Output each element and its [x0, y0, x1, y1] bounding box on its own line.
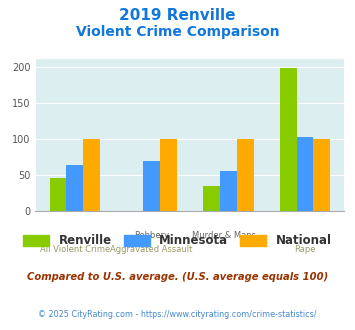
- Text: All Violent Crime: All Violent Crime: [40, 245, 110, 253]
- Text: Violent Crime Comparison: Violent Crime Comparison: [76, 25, 279, 39]
- Text: 2019 Renville: 2019 Renville: [119, 8, 236, 23]
- Legend: Renville, Minnesota, National: Renville, Minnesota, National: [23, 234, 332, 248]
- Bar: [160, 139, 177, 211]
- Text: Robbery: Robbery: [134, 231, 169, 240]
- Bar: [143, 161, 160, 211]
- Text: Rape: Rape: [294, 245, 316, 253]
- Bar: [220, 172, 237, 211]
- Bar: [66, 165, 83, 211]
- Bar: [296, 138, 313, 211]
- Text: Compared to U.S. average. (U.S. average equals 100): Compared to U.S. average. (U.S. average …: [27, 272, 328, 282]
- Bar: [313, 139, 330, 211]
- Text: Aggravated Assault: Aggravated Assault: [110, 245, 193, 253]
- Text: © 2025 CityRating.com - https://www.cityrating.com/crime-statistics/: © 2025 CityRating.com - https://www.city…: [38, 310, 317, 319]
- Bar: [280, 68, 296, 211]
- Bar: [50, 178, 66, 211]
- Bar: [237, 139, 253, 211]
- Bar: [83, 139, 100, 211]
- Bar: [203, 186, 220, 211]
- Text: Murder & Mans...: Murder & Mans...: [192, 231, 264, 240]
